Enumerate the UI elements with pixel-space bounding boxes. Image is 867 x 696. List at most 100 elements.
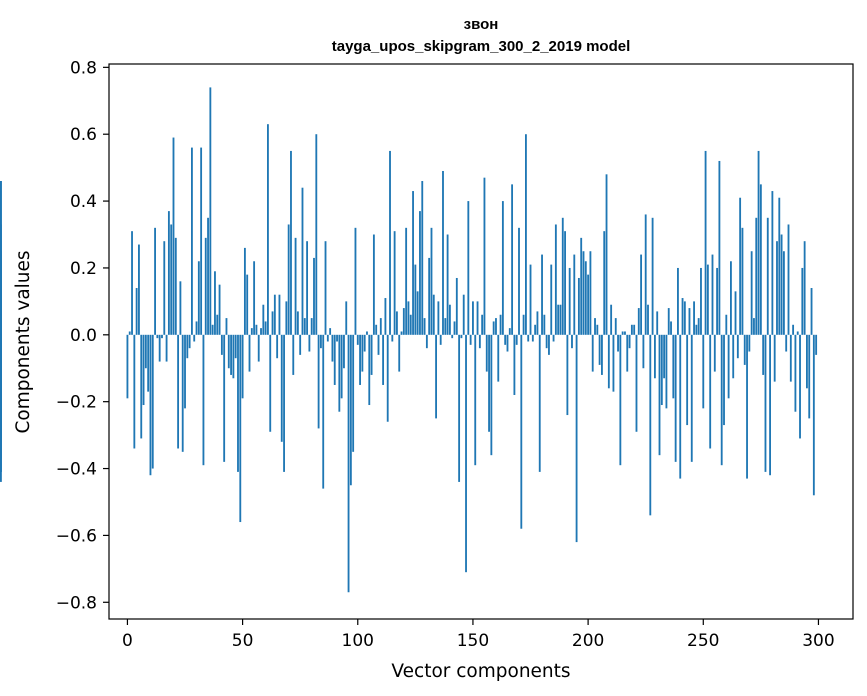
bar	[642, 334, 645, 369]
bar	[214, 271, 216, 335]
bar	[725, 314, 728, 335]
bar	[310, 318, 313, 335]
bar	[435, 334, 437, 419]
bar	[566, 334, 569, 416]
bar	[543, 314, 546, 335]
bar	[165, 334, 168, 362]
bar	[704, 150, 707, 335]
bar	[177, 334, 180, 449]
bar	[587, 274, 590, 335]
bar	[688, 308, 691, 335]
bar	[243, 247, 246, 335]
bar	[283, 334, 285, 472]
bar	[515, 334, 518, 345]
bar	[333, 334, 336, 385]
bar	[766, 217, 769, 335]
bar	[679, 334, 682, 479]
bar	[370, 334, 373, 375]
bar	[776, 241, 778, 335]
bar	[301, 187, 304, 335]
bar	[810, 288, 813, 335]
bar	[594, 318, 596, 335]
bar	[428, 257, 431, 335]
bar	[582, 251, 585, 335]
bar	[753, 318, 755, 335]
bar	[448, 304, 451, 335]
bar	[303, 318, 306, 335]
bar	[437, 301, 440, 335]
bar	[545, 334, 548, 349]
bar	[446, 234, 449, 335]
bar	[665, 334, 668, 409]
bar	[398, 334, 401, 372]
bar	[267, 124, 269, 335]
bar	[241, 334, 244, 399]
bar	[197, 261, 200, 335]
bar	[633, 324, 636, 335]
bar	[414, 264, 417, 335]
bar	[363, 334, 366, 352]
bar	[444, 318, 447, 335]
bar	[379, 318, 382, 335]
bar	[598, 334, 601, 365]
bar	[167, 211, 170, 335]
bar	[423, 318, 426, 335]
bar	[319, 334, 322, 349]
bar	[260, 328, 262, 335]
bar	[299, 334, 302, 355]
bar	[612, 334, 615, 392]
bar	[239, 334, 242, 523]
bar	[421, 181, 424, 335]
bar	[619, 334, 622, 466]
bar	[400, 331, 403, 335]
bar	[216, 314, 219, 335]
bar	[815, 334, 818, 355]
bar	[133, 334, 136, 449]
bar	[313, 257, 315, 335]
bar	[220, 334, 223, 355]
bar	[531, 334, 534, 342]
y-axis-label: Components values	[13, 250, 34, 433]
bar	[296, 311, 299, 335]
bar	[151, 334, 154, 469]
bar	[264, 321, 267, 335]
bar	[0, 334, 2, 472]
bar	[439, 334, 442, 345]
bar	[541, 254, 543, 335]
bar	[564, 231, 566, 335]
bar	[138, 244, 140, 335]
bar	[372, 234, 375, 335]
bar	[713, 334, 716, 372]
bar	[315, 134, 318, 335]
bar	[181, 334, 184, 452]
bar	[246, 274, 249, 335]
bar	[617, 334, 619, 352]
bar	[723, 334, 725, 426]
bar	[755, 217, 758, 335]
bar	[677, 267, 679, 335]
bar	[451, 334, 454, 339]
bar	[529, 264, 532, 335]
bar	[787, 224, 790, 335]
bar	[732, 334, 735, 379]
bar	[472, 301, 474, 335]
bar	[195, 321, 198, 335]
bar	[158, 334, 161, 362]
bar	[653, 334, 656, 379]
bar	[338, 334, 341, 412]
y-tick-label: 0.2	[70, 259, 97, 279]
bar	[361, 334, 364, 372]
bar	[248, 334, 251, 372]
bar	[326, 334, 329, 342]
bar	[142, 334, 145, 406]
bar	[716, 267, 719, 335]
bar	[391, 334, 394, 342]
bar	[156, 334, 159, 339]
bar	[345, 301, 348, 335]
bar	[359, 334, 361, 385]
bar	[416, 291, 419, 335]
bar	[527, 334, 530, 342]
bar	[762, 334, 765, 375]
bar	[792, 324, 795, 335]
